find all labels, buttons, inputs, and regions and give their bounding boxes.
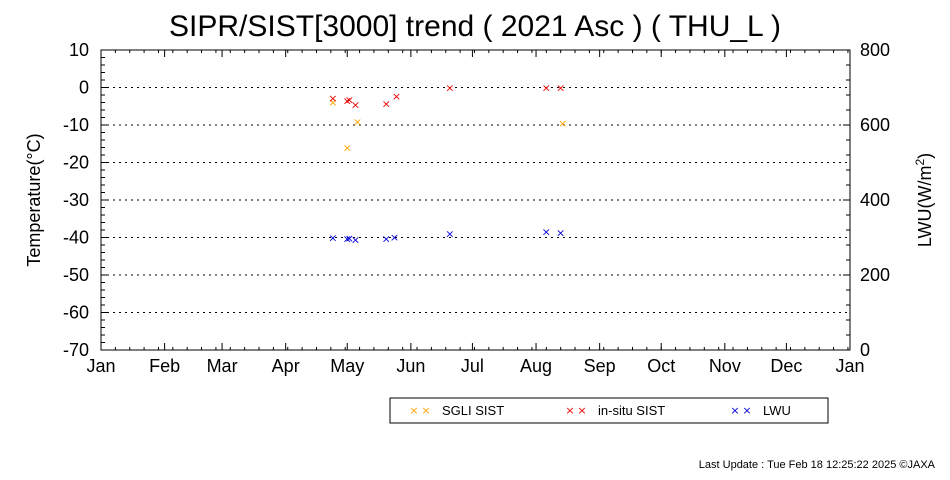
x-tick-label: Sep (584, 356, 616, 376)
y-tick-label: -40 (63, 228, 89, 248)
x-tick-labels: Jan Feb Mar Apr May Jun Jul Aug Sep Oct Nov Dec Jan (86, 356, 864, 376)
x-tick-label: Nov (709, 356, 741, 376)
y-tick-label: -20 (63, 153, 89, 173)
chart-title: SIPR/SIST[3000] trend ( 2021 Asc ) ( THU… (169, 10, 781, 43)
x-tick-label: Jun (396, 356, 425, 376)
data-point: × (351, 233, 360, 246)
x-tick-label: Apr (272, 356, 300, 376)
legend-marker: × (409, 404, 418, 417)
legend-marker: × (730, 404, 739, 417)
y2-axis-label: LWU(W/m2) (913, 153, 935, 247)
x-tick-label: Dec (770, 356, 802, 376)
data-point: × (558, 117, 567, 130)
x-tick-label: Feb (149, 356, 180, 376)
x-tick-label: May (330, 356, 364, 376)
data-point: × (556, 226, 565, 239)
x-tick-label: Jul (461, 356, 484, 376)
legend-label: LWU (763, 403, 791, 418)
legend-marker: × (577, 404, 586, 417)
y-tick-label: 0 (79, 78, 89, 98)
y2-axis-label-sup: 2 (913, 159, 927, 166)
data-point: × (445, 82, 454, 95)
y-tick-label: -60 (63, 303, 89, 323)
x-tick-label: Jan (835, 356, 864, 376)
y-tick-label: -10 (63, 115, 89, 135)
data-point: × (390, 231, 399, 244)
legend-box (389, 397, 829, 424)
y2-axis-label-tail: ) (915, 153, 935, 159)
data-point: × (382, 233, 391, 246)
data-point: × (343, 142, 352, 155)
data-point: × (351, 98, 360, 111)
legend-marker: × (742, 404, 751, 417)
x-tick-label: Oct (647, 356, 675, 376)
last-update-footer: Last Update : Tue Feb 18 12:25:22 2025 ©… (699, 459, 936, 471)
y-tick-label: -70 (63, 340, 89, 360)
legend: × × SGLI SIST × × in-situ SIST × × LWU (389, 397, 829, 424)
y2-tick-label: 600 (860, 115, 890, 135)
y-tick-label: 10 (69, 40, 89, 60)
data-marks: ××× ×× ××× ××× × ×× ××× ×× × × × (328, 82, 567, 247)
x-tick-label: Aug (520, 356, 552, 376)
y2-tick-label: 400 (860, 190, 890, 210)
data-point: × (542, 82, 551, 95)
y-tick-labels: 10 0 -10 -20 -30 -40 -50 -60 -70 (63, 40, 89, 360)
y2-tick-label: 0 (860, 340, 870, 360)
y2-axis-label-main: LWU(W/m (915, 166, 935, 248)
data-point: × (343, 232, 352, 245)
data-point: × (382, 98, 391, 111)
y2-tick-label: 200 (860, 265, 890, 285)
legend-marker: × (565, 404, 574, 417)
series-lwu: × ××× ×× × × × (328, 226, 565, 247)
legend-label: in-situ SIST (598, 403, 665, 418)
x-tick-label: Mar (207, 356, 238, 376)
data-point: × (328, 232, 337, 245)
data-point: × (445, 227, 454, 240)
data-point: × (345, 94, 354, 107)
y2-tick-labels: 800 600 400 200 0 (860, 40, 890, 360)
data-point: × (556, 82, 565, 95)
data-point: × (392, 90, 401, 103)
x-tick-label: Jan (86, 356, 115, 376)
data-point: × (328, 92, 337, 105)
series-in-situ-sist: × ××× ××× × × (328, 82, 565, 112)
gridlines (101, 87, 850, 313)
data-point: × (542, 226, 551, 239)
axis-ticks (100, 49, 851, 351)
data-point: × (353, 115, 362, 128)
series-sgli-sist: ××× × (328, 96, 567, 155)
legend-marker: × (421, 404, 430, 417)
y-tick-label: -30 (63, 190, 89, 210)
legend-label: SGLI SIST (442, 403, 504, 418)
data-point: × (328, 96, 337, 109)
data-point: × (345, 232, 354, 245)
data-point: × (343, 95, 352, 108)
y2-tick-label: 800 (860, 40, 890, 60)
y-axis-label: Temperature(°C) (24, 133, 44, 266)
y-tick-label: -50 (63, 265, 89, 285)
